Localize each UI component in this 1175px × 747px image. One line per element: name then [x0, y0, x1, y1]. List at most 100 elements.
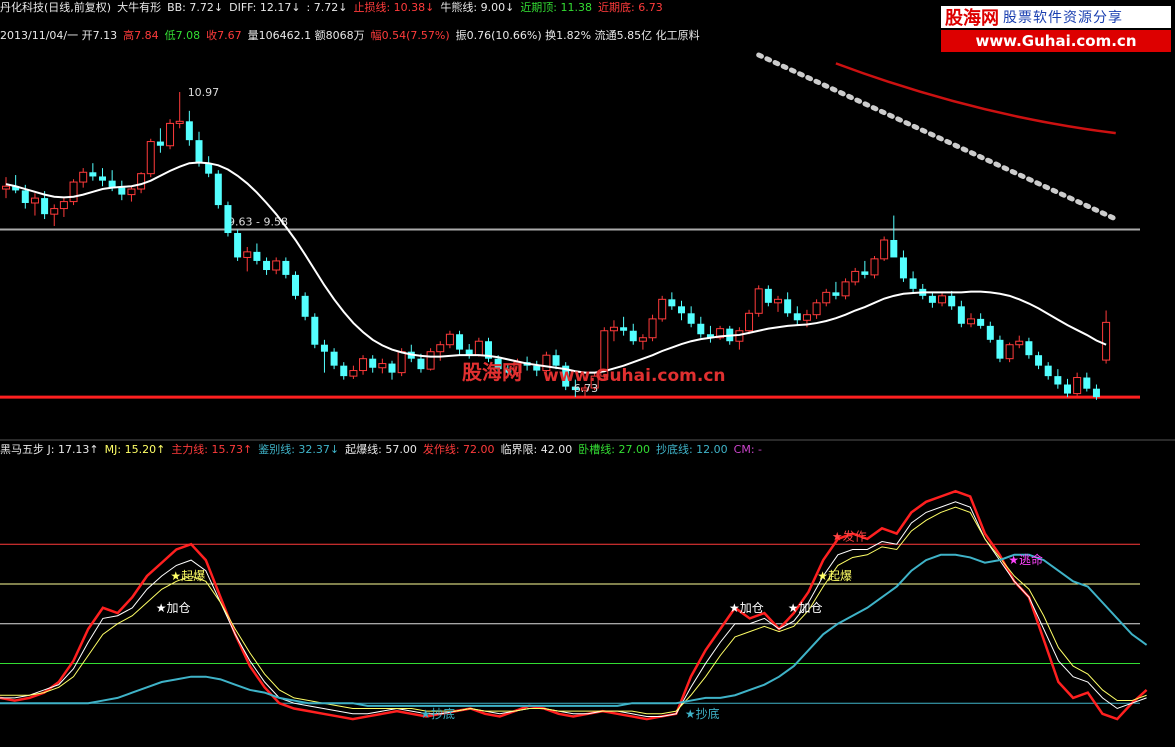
- candle-body: [166, 122, 175, 147]
- candle-body: [465, 349, 473, 356]
- candle-body: [359, 358, 368, 372]
- candle-body: [822, 291, 831, 304]
- candle-body: [986, 325, 994, 340]
- quote-item-6: 振0.76(10.66%) 换1.82% 流通5.85亿 化工原料: [455, 29, 700, 42]
- candle-body: [861, 271, 869, 275]
- candle-body: [764, 288, 772, 303]
- candle-body: [146, 141, 155, 175]
- candle-body: [59, 201, 68, 210]
- candle-body: [253, 251, 261, 261]
- candle-body: [687, 313, 695, 324]
- candle-body: [716, 328, 725, 339]
- candle-body: [802, 314, 811, 321]
- candle-body: [99, 176, 106, 181]
- candle-body: [485, 341, 492, 359]
- candle-body: [50, 208, 59, 215]
- indicator-item-6: 临界限: 42.00: [500, 443, 573, 456]
- indicator-series-line: [0, 489, 1148, 721]
- candle-body: [678, 306, 685, 314]
- candle-body: [948, 295, 956, 307]
- quote-info: 2013/11/04/一 开7.13 高7.84 低7.08 收7.67 量106462…: [0, 28, 706, 44]
- indicator-item-7: 卧槽线: 27.00: [578, 443, 650, 456]
- candle-body: [1073, 377, 1082, 395]
- candle-body: [1054, 376, 1062, 385]
- candle-body: [436, 344, 445, 353]
- candle-body: [397, 351, 406, 374]
- candle-body: [79, 171, 88, 183]
- candle-body: [214, 173, 222, 206]
- candle-body: [1064, 384, 1071, 394]
- candle-body: [774, 298, 782, 304]
- indicator-series-line: [0, 501, 1147, 717]
- indicator-item-2: 主力线: 15.73↑: [171, 443, 253, 456]
- candle-body: [12, 186, 20, 191]
- moving-average-line: [5, 161, 1107, 374]
- candle-body: [697, 323, 705, 335]
- candle-body: [185, 121, 193, 141]
- site-logo: 股海网 股票软件资源分享 www.Guhai.com.cn: [941, 6, 1171, 52]
- candle-body: [30, 197, 39, 204]
- signal-label: ★抄底: [685, 706, 720, 721]
- candle-body: [137, 173, 146, 190]
- candle-body: [263, 260, 271, 271]
- quote-item-3: 收7.67: [206, 29, 242, 42]
- logo-tagline: 股票软件资源分享: [1003, 10, 1123, 26]
- candle-body: [1025, 341, 1033, 356]
- signal-label: ★起爆: [170, 569, 205, 583]
- indicator-series-line: [0, 506, 1147, 715]
- price-header: 丹化科技(日线,前复权) 大牛有形 BB: 7.72↓ DIFF: 12.17↓ : 7…: [0, 0, 669, 16]
- candle-body: [648, 318, 657, 339]
- candle-body: [668, 299, 676, 307]
- indicator-item-4: 起爆线: 57.00: [345, 443, 417, 456]
- candle-body: [234, 233, 242, 258]
- indicator-header: 黑马五步 J: 17.13↑ MJ: 15.20↑ 主力线: 15.73↑ 鉴别线: …: [0, 442, 768, 458]
- candle-body: [243, 251, 252, 258]
- candle-body: [562, 365, 570, 387]
- header-item-1: 大牛有形: [117, 1, 162, 14]
- quote-item-2: 低7.08: [164, 29, 201, 42]
- header-item-0: 丹化科技(日线,前复权): [0, 1, 112, 14]
- candle-body: [118, 187, 126, 195]
- signal-label: ★逃命: [1008, 552, 1043, 567]
- stop-loss-line: [835, 62, 1116, 135]
- candle-body: [456, 334, 464, 350]
- signal-label: ★发作: [832, 528, 867, 543]
- watermark-name: 股海网: [462, 360, 522, 384]
- indicator-item-5: 发作线: 72.00: [422, 443, 495, 456]
- candle-body: [175, 120, 184, 124]
- candle-body: [851, 270, 860, 283]
- candle-body: [957, 306, 965, 324]
- candle-body: [445, 333, 454, 346]
- candle-body: [638, 337, 647, 342]
- candle-body: [369, 358, 377, 368]
- candle-body: [388, 363, 396, 373]
- candle-body: [224, 205, 232, 234]
- candle-body: [69, 181, 78, 203]
- quote-item-0: 2013/11/04/一 开7.13: [0, 29, 118, 42]
- header-item-3: DIFF: 12.17↓: [229, 1, 301, 14]
- candle-body: [552, 355, 560, 366]
- candle-body: [378, 363, 387, 369]
- candle-body: [474, 340, 483, 356]
- candle-body: [996, 339, 1004, 359]
- candle-body: [108, 180, 116, 188]
- candle-body: [745, 312, 754, 332]
- quote-item-1: 高7.84: [123, 29, 159, 42]
- candle-body: [156, 141, 164, 146]
- header-item-2: BB: 7.72↓: [167, 1, 224, 14]
- candle-body: [21, 190, 29, 203]
- candle-body: [581, 387, 589, 391]
- candle-body: [609, 326, 618, 332]
- indicator-item-1: MJ: 15.20↑: [104, 443, 166, 456]
- candle-body: [899, 257, 907, 279]
- candle-body: [205, 163, 213, 174]
- candle-body: [1102, 321, 1111, 361]
- header-item-8: 近期底: 6.73: [598, 1, 663, 14]
- candle-body: [417, 358, 425, 370]
- candle-body: [282, 260, 290, 275]
- candle-body: [542, 354, 551, 372]
- candle-body: [600, 330, 609, 377]
- candle-body: [1005, 344, 1014, 360]
- candle-body: [928, 295, 936, 303]
- header-item-4: : 7.72↓: [306, 1, 348, 14]
